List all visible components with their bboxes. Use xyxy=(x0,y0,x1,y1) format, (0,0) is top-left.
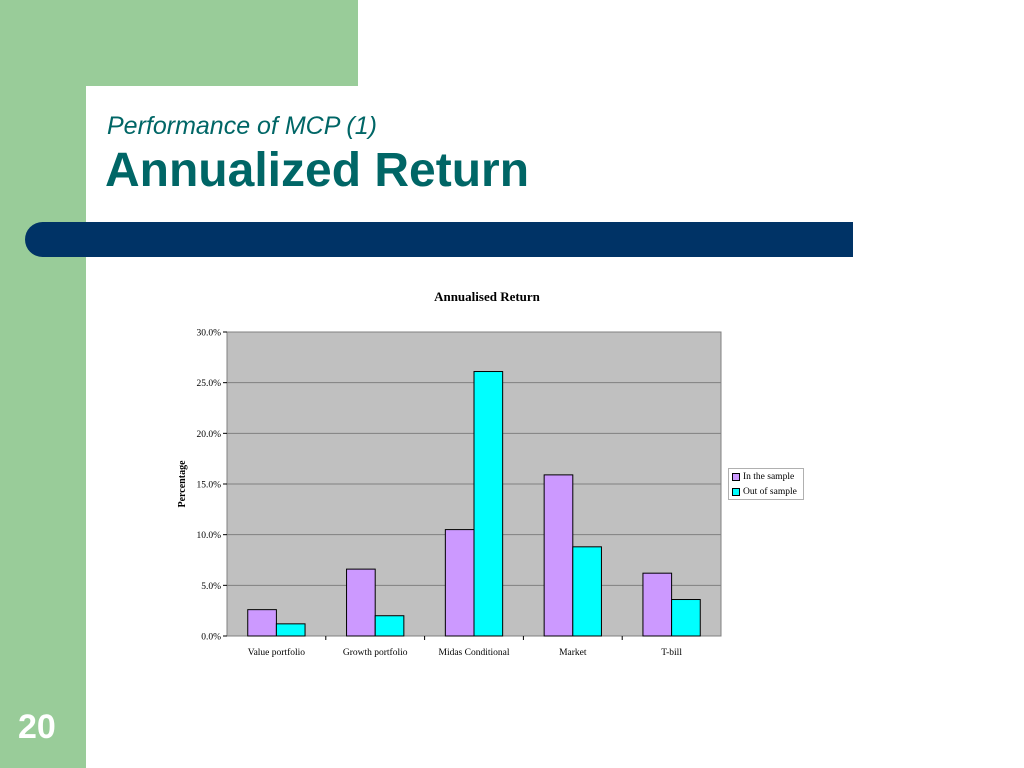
x-tick-label: Midas Conditional xyxy=(439,648,510,658)
legend-swatch-out-sample xyxy=(732,487,740,496)
bar-out-of-sample xyxy=(473,371,504,637)
chart-title: Annualised Return xyxy=(434,289,541,304)
x-tick-label: Value portfolio xyxy=(248,647,306,658)
y-tick-label: 30.0% xyxy=(196,329,221,339)
left-green-band xyxy=(0,0,86,768)
top-green-band xyxy=(0,0,358,86)
bar-out-of-sample xyxy=(572,546,602,637)
bars xyxy=(247,371,701,637)
bar-in-sample xyxy=(444,529,475,637)
y-tick-label: 5.0% xyxy=(201,582,221,592)
bar-in-sample xyxy=(642,572,673,637)
bar-in-sample xyxy=(247,609,277,637)
bar-in-sample xyxy=(543,474,574,637)
x-axis-tick-labels: Value portfolio Growth portfolio Midas Con… xyxy=(248,636,682,658)
y-axis-label: Percentage xyxy=(177,460,188,508)
y-tick-label: 25.0% xyxy=(196,379,221,389)
bar-in-sample xyxy=(346,568,376,637)
y-tick-label: 10.0% xyxy=(196,531,221,541)
slide-number: 20 xyxy=(18,708,56,746)
rounded-corner xyxy=(86,86,166,166)
x-tick-label: Growth portfolio xyxy=(343,647,408,658)
legend-item-out-sample: Out of sample xyxy=(732,485,797,498)
x-tick-label: Market xyxy=(559,648,587,658)
bar-out-of-sample xyxy=(275,623,306,637)
legend-label-out-sample: Out of sample xyxy=(743,486,797,497)
legend-swatch-in-sample xyxy=(732,472,740,481)
legend-item-in-sample: In the sample xyxy=(732,470,794,483)
y-tick-label: 0.0% xyxy=(201,633,221,643)
y-tick-label: 15.0% xyxy=(196,481,221,491)
slide-title: Annualized Return xyxy=(105,144,530,197)
bar-out-of-sample xyxy=(374,615,405,637)
y-tick-label: 20.0% xyxy=(196,430,221,440)
legend-label-in-sample: In the sample xyxy=(743,471,795,482)
chart-legend: In the sample Out of sample xyxy=(728,468,804,500)
title-underline-band xyxy=(25,222,853,257)
bar-out-of-sample xyxy=(671,599,701,637)
x-tick-label: T-bill xyxy=(661,648,682,658)
y-axis-tick-labels: 0.0% 5.0% 10.0% 15.0% 20.0% 25.0% 30.0% xyxy=(196,329,227,643)
slide-subtitle: Performance of MCP (1) xyxy=(107,112,377,140)
